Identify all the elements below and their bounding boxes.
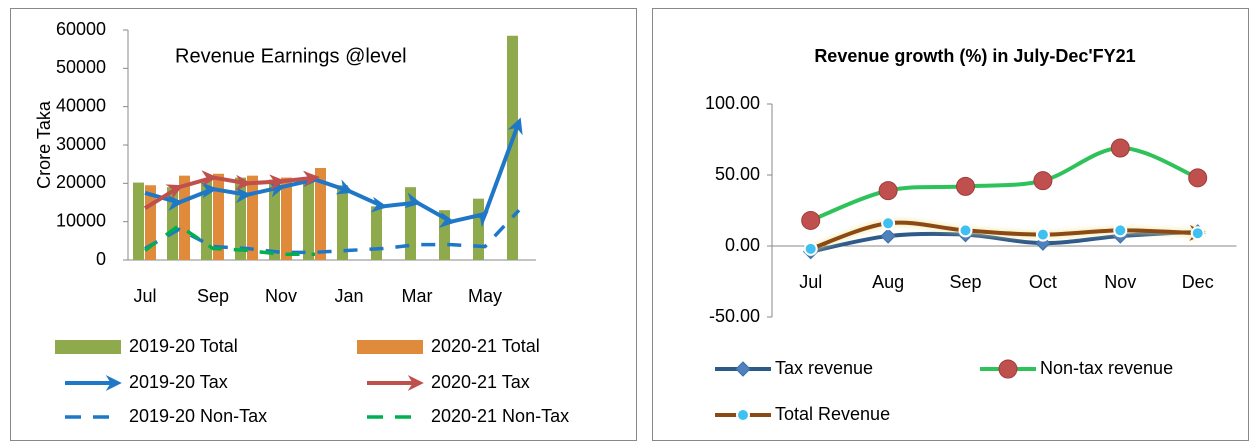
bar [303,179,314,260]
point [956,176,975,196]
point [1110,138,1130,158]
y-tick-label: 50000 [56,57,106,77]
legend-marker [998,359,1018,379]
x-tick-label: Jul [133,286,156,306]
x-tick-label: May [468,286,502,306]
y-tick-label: 0.00 [725,235,760,255]
y-axis-label: Crore Taka [34,100,54,189]
point [801,210,821,230]
point [803,241,818,256]
y-tick-label: 50.00 [715,164,760,184]
y-tick-label: 10000 [56,210,106,230]
x-tick-label: Nov [265,286,297,306]
series-line [810,229,1198,254]
y-tick-label: 60000 [56,19,106,39]
y-tick-label: 30000 [56,134,106,154]
bar [133,182,144,260]
chart-title: Revenue Earnings @level [175,45,407,67]
point [1190,226,1205,241]
legend-label: Total Revenue [775,404,890,424]
bar [337,185,348,260]
x-tick-label: Sep [197,286,229,306]
x-tick-label: Jul [799,272,822,292]
bar [281,177,292,260]
series-line [809,146,1199,223]
point [878,181,898,201]
x-tick-label: Sep [949,272,981,292]
legend-label: 2020-21 Tax [431,372,530,392]
legend-label: 2019-20 Non-Tax [129,406,267,426]
legend-label: Non-tax revenue [1040,358,1173,378]
chart-title: Revenue growth (%) in July-Dec'FY21 [814,46,1135,66]
legend-label: Tax revenue [775,358,873,378]
y-tick-label: 100.00 [705,93,760,113]
y-tick-label: 40000 [56,95,106,115]
series-line [143,170,320,210]
bar [439,210,450,260]
x-tick-label: Nov [1104,272,1136,292]
bar [269,179,280,260]
legend-label: 2020-21 Non-Tax [431,406,569,426]
bar [405,187,416,260]
x-tick-label: Oct [1029,272,1057,292]
bar [473,198,484,260]
legend-label: 2019-20 Total [129,336,238,356]
y-tick-label: 0 [96,249,106,269]
y-tick-label: -50.00 [709,306,760,326]
series-line [144,208,521,255]
bar [371,206,382,260]
point [1035,227,1050,242]
y-tick-label: 20000 [56,172,106,192]
legend-marker [735,361,751,377]
point [958,223,973,238]
legend-label: 2020-21 Total [431,336,540,356]
legend-swatch [55,340,121,354]
x-tick-label: Dec [1182,272,1214,292]
point [1188,168,1208,188]
x-tick-label: Mar [402,286,433,306]
point [1033,171,1053,191]
point [880,228,896,244]
legend-label: 2019-20 Tax [129,372,228,392]
series-line [143,223,315,256]
point [881,216,896,231]
x-tick-label: Jan [334,286,363,306]
legend-marker [736,408,750,422]
point [1113,223,1128,238]
legend-swatch [357,340,423,354]
bar [145,185,156,260]
x-tick-label: Aug [872,272,904,292]
